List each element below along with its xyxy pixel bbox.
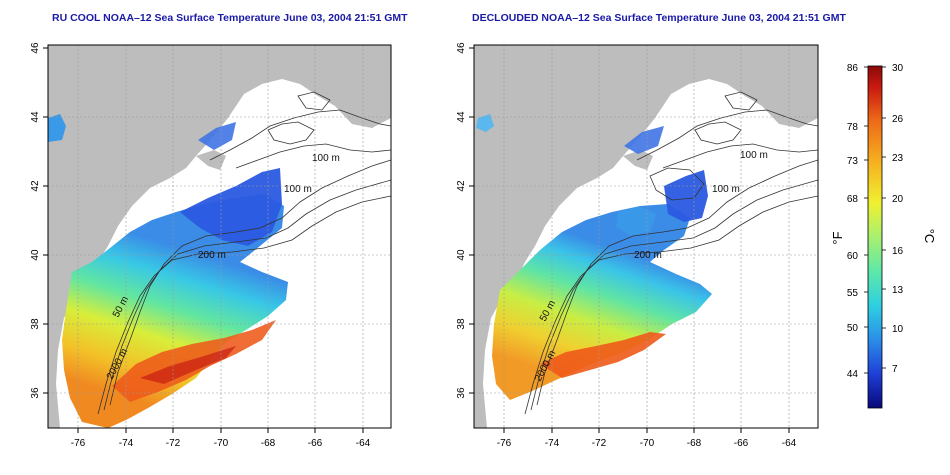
right-panel-title: DECLOUDED NOAA–12 Sea Surface Temperatur… <box>472 12 846 24</box>
sst-warm-core <box>540 332 666 378</box>
contour-label: 100 m <box>740 150 768 161</box>
f-tick-label: 68 <box>847 194 859 205</box>
sst-cool-pool <box>180 168 282 246</box>
c-tick-label: 23 <box>892 153 904 164</box>
lon-tick-label: -66 <box>308 438 323 449</box>
right-lat-labels: 36 38 40 42 44 46 <box>456 42 467 399</box>
contour-label: 100 m <box>712 184 740 195</box>
c-tick-label: 26 <box>892 114 904 125</box>
lon-tick-label: -72 <box>592 438 607 449</box>
lon-tick-label: -64 <box>356 438 371 449</box>
left-lat-labels: 36 38 40 42 44 46 <box>30 42 41 399</box>
graticule <box>474 45 818 428</box>
right-map-frame <box>473 44 819 429</box>
lat-tick-label: 42 <box>456 180 467 192</box>
land-mass <box>48 45 391 428</box>
left-map-panel: 100 m 100 m 200 m 50 m 2000 m -76 -74 -7… <box>30 42 392 449</box>
left-axis-ticks <box>43 47 364 433</box>
sst-cool-pool <box>664 170 708 222</box>
left-panel-title: RU COOL NOAA–12 Sea Surface Temperature … <box>52 12 408 24</box>
colorbar: 86 78 73 68 60 55 50 44 30 26 23 20 16 1… <box>830 63 937 409</box>
lat-tick-label: 46 <box>456 42 467 54</box>
lat-tick-label: 38 <box>456 318 467 330</box>
contour-label: 100 m <box>284 184 312 195</box>
sst-hot-streak <box>140 346 236 384</box>
c-tick-label: 10 <box>892 324 904 335</box>
c-tick-label: 20 <box>892 194 904 205</box>
contour-label: 200 m <box>634 250 662 261</box>
sst-field <box>62 194 288 428</box>
lon-tick-label: -68 <box>261 438 276 449</box>
cape-cod <box>196 150 226 170</box>
lon-tick-label: -70 <box>640 438 655 449</box>
lat-tick-label: 36 <box>456 387 467 399</box>
fahrenheit-labels: 86 78 73 68 60 55 50 44 <box>847 63 859 380</box>
f-tick-label: 73 <box>847 156 859 167</box>
left-map-frame <box>47 44 392 429</box>
c-tick-label: 30 <box>892 63 904 74</box>
lat-tick-label: 40 <box>30 249 41 261</box>
f-tick-label: 78 <box>847 122 859 133</box>
land-mass <box>474 45 818 428</box>
f-tick-label: 86 <box>847 63 859 74</box>
lon-tick-label: -74 <box>119 438 134 449</box>
lat-tick-label: 36 <box>30 387 41 399</box>
lat-tick-label: 44 <box>30 111 41 123</box>
lon-tick-label: -64 <box>782 438 797 449</box>
colorbar-gradient <box>867 65 883 409</box>
bathymetry-contours <box>524 91 818 415</box>
sst-bay-of-fundy <box>48 114 66 142</box>
lat-tick-label: 46 <box>30 42 41 54</box>
fahrenheit-unit-label: °F <box>830 231 845 244</box>
lon-tick-label: -72 <box>166 438 181 449</box>
lon-tick-label: -76 <box>71 438 86 449</box>
left-lon-labels: -76 -74 -72 -70 -68 -66 -64 <box>71 438 371 449</box>
sst-gulf-of-maine <box>624 126 664 154</box>
cape-cod <box>623 150 653 170</box>
right-lon-labels: -76 -74 -72 -70 -68 -66 -64 <box>497 438 797 449</box>
graticule <box>48 45 391 428</box>
sst-gulf-of-maine <box>198 122 236 150</box>
lon-tick-label: -68 <box>687 438 702 449</box>
lon-tick-label: -74 <box>545 438 560 449</box>
contour-label: 200 m <box>198 250 226 261</box>
celsius-labels: 30 26 23 20 16 13 10 7 <box>892 63 904 375</box>
c-tick-label: 13 <box>892 285 904 296</box>
sst-field <box>492 204 712 400</box>
right-axis-ticks <box>469 47 790 433</box>
f-tick-label: 44 <box>847 369 859 380</box>
sst-bay-of-fundy <box>476 114 494 132</box>
lat-tick-label: 38 <box>30 318 41 330</box>
c-tick-label: 7 <box>892 364 898 375</box>
nova-scotia <box>340 50 391 118</box>
lon-tick-label: -76 <box>497 438 512 449</box>
colorbar-ticks <box>864 66 886 374</box>
lon-tick-label: -70 <box>214 438 229 449</box>
right-map-panel: 100 m 100 m 200 m 50 m 2000 m -76 -74 -7… <box>456 42 819 449</box>
lon-tick-label: -66 <box>734 438 749 449</box>
lat-tick-label: 40 <box>456 249 467 261</box>
lat-tick-label: 42 <box>30 180 41 192</box>
f-tick-label: 50 <box>847 323 859 334</box>
f-tick-label: 55 <box>847 288 859 299</box>
nova-scotia <box>767 50 818 118</box>
lat-tick-label: 44 <box>456 111 467 123</box>
celsius-unit-label: °C <box>922 229 937 244</box>
contour-label: 100 m <box>312 153 340 164</box>
c-tick-label: 16 <box>892 246 904 257</box>
f-tick-label: 60 <box>847 251 859 262</box>
sst-mid-shelf <box>616 206 656 236</box>
